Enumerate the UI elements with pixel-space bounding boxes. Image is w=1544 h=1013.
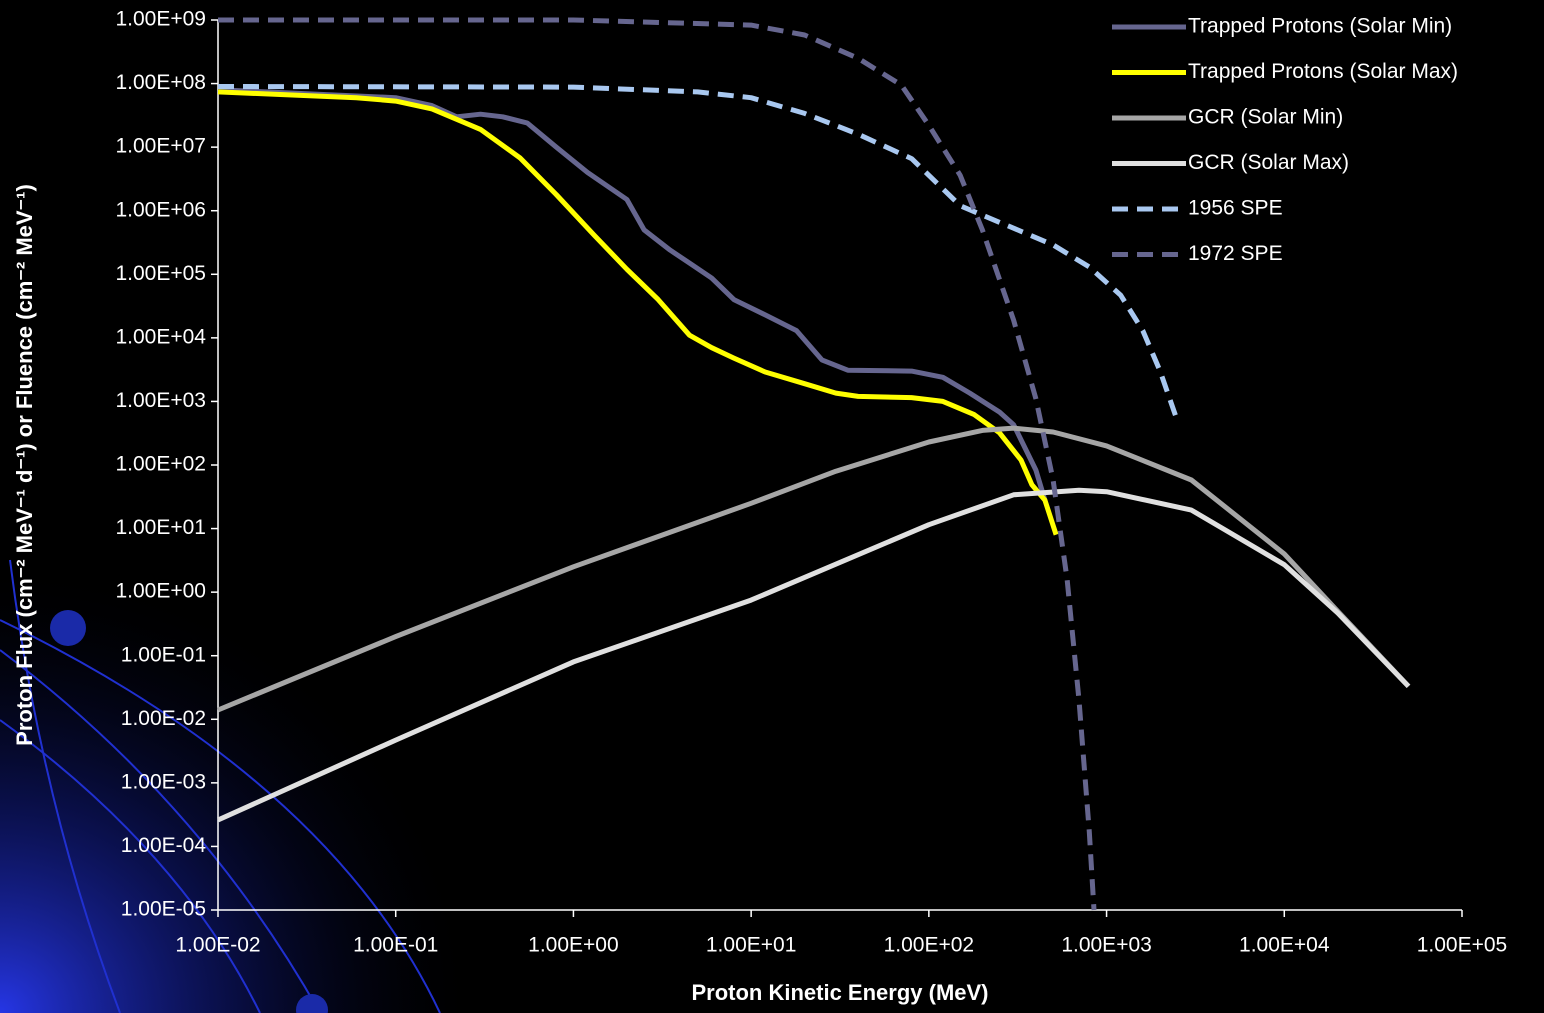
x-tick-label: 1.00E+02 [884, 934, 975, 957]
y-tick-label: 1.00E+08 [115, 71, 206, 94]
y-tick-label: 1.00E+06 [115, 198, 206, 221]
y-tick-label: 1.00E+04 [115, 325, 206, 348]
y-tick-label: 1.00E+01 [115, 516, 206, 539]
y-tick-label: 1.00E+07 [115, 135, 206, 158]
x-tick-label: 1.00E+05 [1417, 934, 1508, 957]
y-tick-label: 1.00E+03 [115, 389, 206, 412]
x-tick-label: 1.00E+00 [528, 934, 619, 957]
x-tick-label: 1.00E-01 [353, 934, 438, 957]
x-tick-label: 1.00E+03 [1061, 934, 1152, 957]
legend-label: 1972 SPE [1188, 242, 1283, 265]
y-tick-label: 1.00E-04 [121, 834, 207, 857]
decoration-dot [50, 610, 86, 646]
y-tick-label: 1.00E-02 [121, 707, 206, 730]
legend-label: 1956 SPE [1188, 197, 1283, 220]
legend-label: Trapped Protons (Solar Max) [1188, 60, 1458, 83]
chart: 1.00E+09 1.00E+08 1.00E+07 1.00E+06 1.00E+05… [0, 0, 1544, 1013]
y-tick-label: 1.00E-03 [121, 770, 206, 793]
x-tick-label: 1.00E-02 [175, 934, 260, 957]
y-axis-title: Proton Flux (cm⁻² MeV⁻¹ d⁻¹) or Fluence … [12, 184, 37, 746]
y-tick-label: 1.00E+02 [115, 453, 206, 476]
y-tick-label: 1.00E-01 [121, 643, 206, 666]
y-tick-label: 1.00E+09 [115, 8, 206, 31]
x-tick-label: 1.00E+04 [1239, 934, 1330, 957]
x-tick-label: 1.00E+01 [706, 934, 797, 957]
y-tick-label: 1.00E+00 [115, 580, 206, 603]
x-axis-title: Proton Kinetic Energy (MeV) [691, 980, 988, 1005]
legend-label: Trapped Protons (Solar Min) [1188, 15, 1452, 38]
y-tick-label: 1.00E+05 [115, 262, 206, 285]
legend-label: GCR (Solar Max) [1188, 151, 1349, 174]
legend-label: GCR (Solar Min) [1188, 106, 1343, 129]
y-tick-label: 1.00E-05 [121, 898, 206, 921]
